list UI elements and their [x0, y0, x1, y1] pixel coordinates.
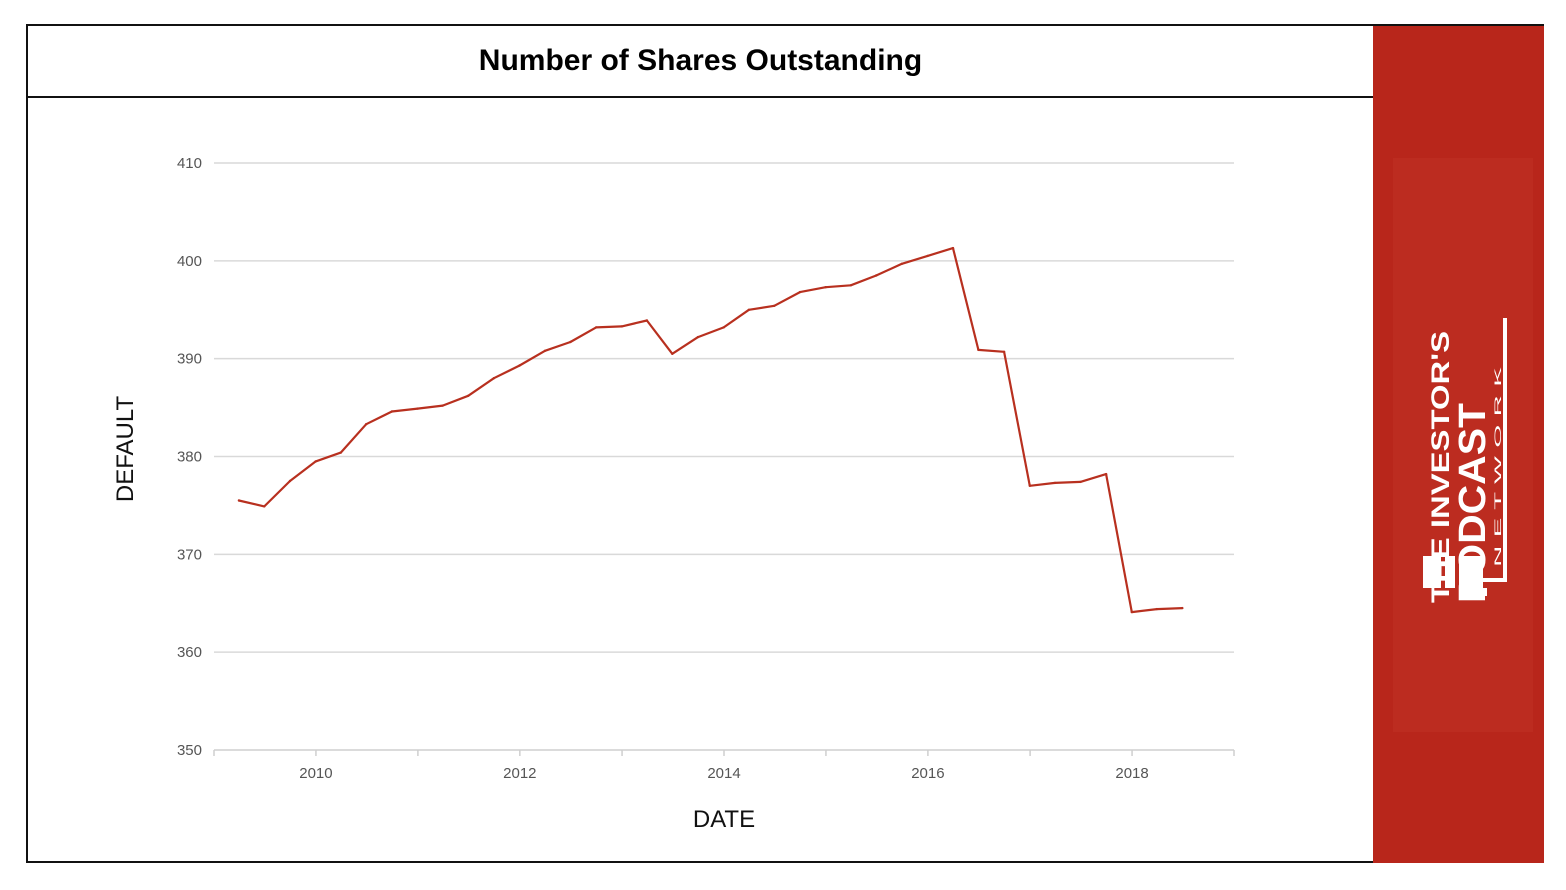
x-tick-label: 2012: [503, 765, 536, 782]
data-point: [926, 254, 929, 258]
data-point: [237, 499, 241, 502]
y-tick-label: 410: [177, 155, 202, 172]
data-point: [518, 364, 521, 367]
data-point: [594, 326, 598, 329]
data-point: [492, 377, 496, 380]
data-point: [747, 308, 751, 311]
data-point: [467, 394, 470, 397]
data-point: [1053, 481, 1057, 485]
y-tick-label: 370: [177, 546, 202, 563]
data-point: [339, 451, 342, 454]
data-point: [390, 410, 394, 413]
data-point: [441, 404, 444, 407]
chart-title: Number of Shares Outstanding: [478, 44, 923, 77]
data-point: [314, 460, 317, 463]
podcast-logo: THE INVESTOR'S PODCAST N E T W O R K: [1423, 318, 1507, 603]
data-point: [288, 479, 292, 483]
data-point: [645, 319, 649, 322]
data-point: [875, 274, 878, 277]
x-tick-label: 2016: [911, 765, 944, 782]
data-point: [1181, 606, 1184, 610]
data-point: [365, 423, 368, 426]
x-axis-tick-labels: 2010 2012 2014 2016 2018: [299, 765, 1148, 782]
brand-line-3: N E T W O R K: [1493, 367, 1503, 567]
data-point: [416, 407, 419, 410]
data-point: [1155, 607, 1159, 611]
data-point: [798, 290, 802, 294]
data-point: [773, 304, 776, 307]
data-point: [1104, 472, 1108, 476]
y-axis-title: DEFAULT: [112, 396, 139, 503]
x-tick-label: 2018: [1115, 765, 1148, 782]
x-tick-label: 2014: [707, 765, 740, 782]
data-point: [696, 335, 700, 339]
data-point: [849, 284, 852, 287]
y-tick-label: 390: [177, 351, 202, 368]
data-point: [569, 340, 572, 344]
x-axis: [213, 750, 1235, 756]
brand-panel: THE INVESTOR'S PODCAST N E T W O R K: [1373, 26, 1544, 863]
data-point: [263, 505, 266, 508]
data-point: [1028, 484, 1031, 487]
data-point: [1130, 610, 1134, 614]
data-point: [620, 325, 623, 328]
podcast-logo-mark: [1423, 318, 1507, 596]
brand-logo-area: THE INVESTOR'S PODCAST N E T W O R K: [1393, 158, 1533, 732]
data-point: [543, 349, 547, 352]
data-point: [951, 246, 955, 250]
y-tick-label: 400: [177, 253, 202, 270]
gridlines: [214, 162, 1234, 751]
data-point: [722, 326, 725, 329]
series-line: [238, 247, 1183, 614]
data-point: [1002, 350, 1006, 353]
series-layer: [237, 246, 1184, 614]
data-point: [671, 352, 674, 355]
y-tick-label: 350: [177, 742, 202, 759]
x-tick-label: 2010: [299, 765, 332, 782]
data-point: [1079, 480, 1082, 484]
chart-frame: Number of Shares Outstanding 350 360 370 38…: [26, 24, 1544, 863]
data-point: [977, 348, 980, 352]
y-tick-label: 380: [177, 449, 202, 466]
title-bar: Number of Shares Outstanding: [28, 26, 1373, 98]
data-point: [824, 286, 827, 289]
y-axis-tick-labels: 350 360 370 380 390 400 410: [177, 155, 202, 759]
data-point: [900, 262, 904, 265]
y-tick-label: 360: [177, 644, 202, 661]
x-axis-title: DATE: [693, 806, 755, 833]
